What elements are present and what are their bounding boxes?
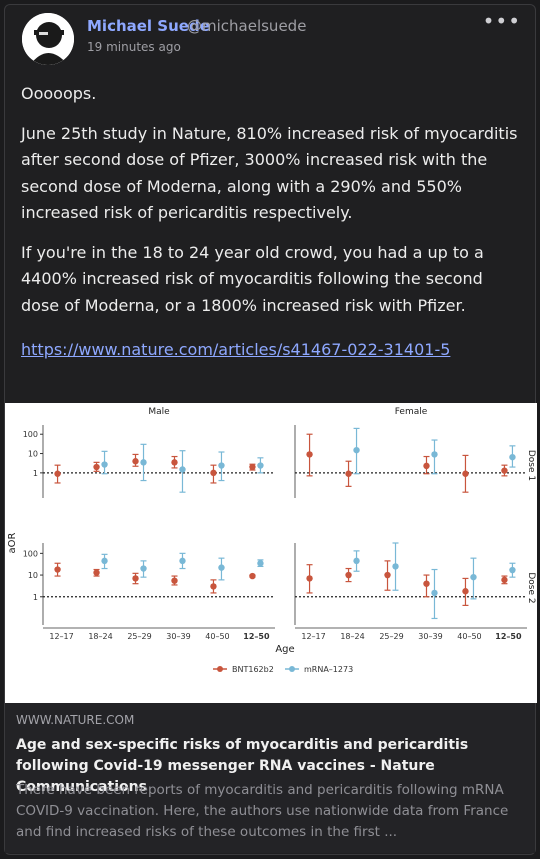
x-tick-label: 30–39: [166, 632, 190, 641]
y-tick-label: 100: [23, 430, 38, 439]
x-tick-label: 40–50: [205, 632, 229, 641]
post-timestamp[interactable]: 19 minutes ago: [87, 40, 181, 54]
legend-marker: [217, 666, 223, 672]
data-point: [423, 580, 430, 587]
legend-label: BNT162b2: [232, 665, 274, 674]
legend-marker: [289, 666, 295, 672]
data-point: [306, 575, 313, 582]
y-tick-label: 1: [33, 593, 38, 602]
link-preview-card[interactable]: WWW.NATURE.COM Age and sex-specific risk…: [5, 703, 535, 853]
link-description: There have been reports of myocarditis a…: [16, 782, 509, 840]
y-tick-label: 1: [33, 469, 38, 478]
data-point: [462, 470, 469, 477]
data-point: [93, 569, 100, 576]
data-point: [384, 571, 391, 579]
data-point: [54, 470, 61, 477]
x-tick-label: 30–39: [418, 632, 442, 641]
article-link[interactable]: https://www.nature.com/articles/s41467-0…: [21, 340, 451, 359]
x-tick-label: 12–50: [243, 632, 270, 641]
data-point: [392, 563, 399, 570]
data-point: [54, 566, 61, 573]
data-point: [501, 467, 508, 474]
data-point: [353, 446, 360, 454]
avatar-silhouette-icon: [22, 13, 74, 65]
data-point: [257, 462, 264, 469]
row-label: Dose 2: [526, 572, 536, 603]
panel-title: Male: [148, 407, 170, 417]
data-point: [257, 560, 264, 567]
data-point: [462, 588, 469, 595]
data-point: [345, 571, 352, 579]
data-point: [501, 576, 508, 584]
author-handle[interactable]: @michaelsuede: [187, 17, 307, 35]
avatar[interactable]: [22, 13, 74, 65]
y-tick-label: 10: [28, 571, 38, 580]
y-axis-label: aOR: [7, 532, 18, 553]
x-tick-label: 25–29: [127, 632, 151, 641]
post-paragraph: June 25th study in Nature, 810% increase…: [21, 123, 518, 223]
data-point: [93, 463, 100, 471]
data-point: [140, 565, 147, 572]
data-point: [140, 459, 147, 466]
data-point: [470, 573, 477, 581]
chart: Male Female Dose 1 Dose 2 aOR 1 10 100 1 10 100 12–…: [7, 407, 536, 674]
x-tick-label: 25–29: [379, 632, 403, 641]
x-axis-label: Age: [275, 644, 294, 655]
x-tick-label: 18–24: [340, 632, 364, 641]
link-title[interactable]: Age and sex-specific risks of myocarditi…: [16, 737, 469, 795]
data-point: [509, 453, 516, 461]
x-tick-label: 12–17: [301, 632, 325, 641]
author-name[interactable]: Michael Suede: [87, 17, 210, 35]
data-point: [509, 566, 516, 574]
post-paragraph: Ooooops.: [21, 84, 97, 103]
data-point: [132, 458, 139, 465]
data-point: [218, 564, 225, 571]
y-tick-label: 10: [28, 450, 38, 459]
data-point: [249, 572, 256, 580]
data-point: [431, 451, 438, 458]
legend-label: mRNA–1273: [304, 665, 353, 674]
data-point: [431, 589, 438, 597]
data-point: [171, 577, 178, 584]
data-point: [353, 557, 360, 565]
panel-title: Female: [395, 407, 428, 417]
post-paragraph: If you're in the 18 to 24 year old crowd…: [21, 242, 484, 315]
data-point: [132, 575, 139, 582]
post-body: Ooooops. June 25th study in Nature, 810%…: [21, 81, 521, 377]
data-point: [171, 459, 178, 466]
data-point: [101, 461, 108, 468]
more-icon[interactable]: •••: [482, 9, 521, 33]
data-point: [179, 466, 186, 473]
row-label: Dose 1: [526, 450, 536, 481]
data-point: [210, 469, 217, 477]
data-point: [249, 463, 256, 471]
data-point: [423, 462, 430, 470]
x-tick-label: 40–50: [457, 632, 481, 641]
x-tick-label: 12–50: [495, 632, 522, 641]
y-tick-label: 100: [23, 549, 38, 558]
x-tick-label: 12–17: [49, 632, 73, 641]
data-point: [210, 583, 217, 590]
data-point: [345, 470, 352, 477]
data-point: [101, 557, 108, 565]
data-point: [218, 462, 225, 469]
post-card: Michael Suede @michaelsuede 19 minutes a…: [4, 4, 537, 855]
link-preview-image[interactable]: Male Female Dose 1 Dose 2 aOR 1 10 100 1 10 100 12–…: [5, 403, 537, 703]
data-point: [179, 557, 186, 565]
x-tick-label: 18–24: [88, 632, 112, 641]
link-domain: WWW.NATURE.COM: [16, 713, 135, 727]
data-point: [306, 451, 313, 458]
